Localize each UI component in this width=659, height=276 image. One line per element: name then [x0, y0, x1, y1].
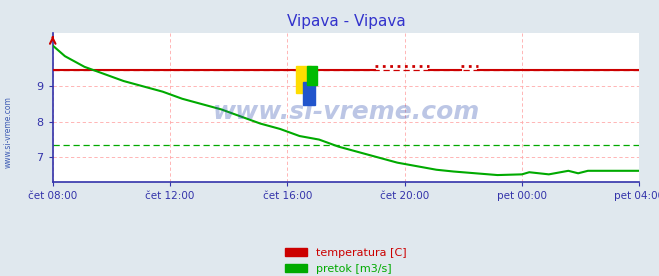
Bar [296, 66, 311, 93]
Title: Vipava - Vipava: Vipava - Vipava [287, 14, 405, 29]
Text: www.si-vreme.com: www.si-vreme.com [4, 97, 13, 168]
Legend: temperatura [C], pretok [m3/s]: temperatura [C], pretok [m3/s] [281, 243, 411, 276]
Bar [306, 66, 317, 85]
Text: www.si-vreme.com: www.si-vreme.com [212, 100, 480, 124]
Bar [303, 82, 315, 105]
